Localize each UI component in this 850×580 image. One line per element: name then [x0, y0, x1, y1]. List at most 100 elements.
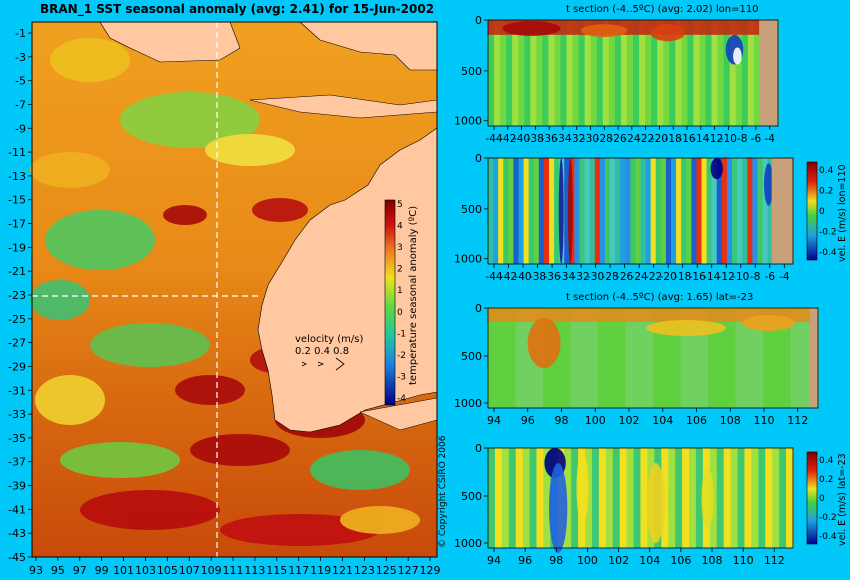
map-y-tick-label: -7: [15, 98, 26, 111]
section-x-tick-label: -38: [527, 133, 544, 145]
section-frame: [487, 157, 794, 265]
map-y-tick-label: -31: [8, 384, 26, 397]
map-y-tick-label: -39: [8, 480, 26, 493]
section-x-tick-label: -24: [623, 133, 640, 145]
map-x-tick-label: 107: [179, 564, 200, 577]
section-x-tick-label: -10: [732, 271, 749, 283]
map-x-tick-label: 103: [135, 564, 156, 577]
velocity-colorbar-tick-label: 0.2: [819, 187, 833, 197]
map-y-tick-label: -1: [15, 27, 26, 40]
section-seabed: [809, 308, 818, 408]
section-y-tick-label: 1000: [454, 397, 482, 410]
panel-temp-lon: 05001000-44-42-40-38-36-34-32-30-28-26-2…: [454, 14, 779, 145]
panel-vel-lon: 05001000-44-42-40-38-36-34-32-30-28-26-2…: [454, 152, 848, 283]
map-y-tick-label: -19: [8, 241, 26, 254]
section-x-tick-label: -22: [637, 133, 654, 145]
map-x-tick-label: 95: [51, 564, 65, 577]
section-x-tick-label: -42: [500, 271, 517, 283]
section-y-tick-label: 0: [475, 152, 482, 165]
map-y-tick-label: -35: [8, 432, 26, 445]
section-y-tick-label: 500: [461, 203, 482, 216]
velocity-colorbar: [806, 161, 818, 261]
sst-colorbar-tick-label: -2: [397, 351, 406, 361]
section-feature: [576, 453, 589, 523]
section-x-tick-label: -4: [764, 133, 775, 145]
section-x-tick-label: -32: [568, 133, 585, 145]
section-x-tick-label: -30: [587, 271, 604, 283]
sst-colorbar: [384, 199, 396, 406]
map-x-tick-label: 105: [157, 564, 178, 577]
map-x-tick-label: 117: [288, 564, 309, 577]
section-x-tick-label: -26: [609, 133, 626, 145]
section-feature: [710, 158, 723, 180]
section-x-tick-label: 110: [733, 554, 754, 567]
section-feature: [650, 24, 686, 42]
map-x-tick-label: 97: [73, 564, 87, 577]
section-x-tick-label: -6: [751, 133, 762, 145]
section-feature: [502, 21, 561, 36]
map-title: BRAN_1 SST seasonal anomaly (avg: 2.41) …: [40, 2, 435, 16]
section-frame: [487, 447, 794, 549]
section-x-tick-label: -36: [543, 271, 560, 283]
map-x-tick-label: 121: [332, 564, 353, 577]
velocity-colorbar-tick-label: -0.4: [819, 532, 837, 542]
map-y-tick-label: -17: [8, 218, 26, 231]
section-feature: [733, 47, 742, 65]
panel-temp-lon-subtitle: t section (-4..5ºC) (avg: 2.02) lon=110: [566, 4, 759, 15]
sst-colorbar-tick-label: 4: [397, 222, 403, 232]
section-x-tick-label: -4: [779, 271, 790, 283]
velocity-colorbar-label: vel. E (m/s) lat=-23: [837, 453, 848, 546]
section-x-tick-label: -16: [689, 271, 706, 283]
section-feature: [549, 463, 568, 553]
map-y-tick-label: -25: [8, 313, 26, 326]
section-x-tick-label: -28: [596, 133, 613, 145]
map-y-tick-label: -41: [8, 503, 26, 516]
sst-colorbar-tick-label: -1: [397, 329, 406, 339]
sst-colorbar-tick-label: 2: [397, 265, 403, 275]
map-y-tick-label: -13: [8, 170, 26, 183]
section-x-tick-label: 96: [521, 414, 535, 427]
section-x-tick-label: -14: [692, 133, 709, 145]
section-seabed: [759, 20, 778, 126]
section-x-tick-label: 102: [619, 414, 640, 427]
section-feature: [567, 158, 573, 264]
section-x-tick-label: -44: [485, 133, 502, 145]
map-y-tick-label: -9: [15, 122, 26, 135]
section-x-tick-label: -42: [499, 133, 516, 145]
velocity-colorbar: [806, 451, 818, 545]
section-x-tick-label: -38: [529, 271, 546, 283]
section-x-tick-label: 104: [639, 554, 660, 567]
map-y-tick-label: -5: [15, 75, 26, 88]
section-x-tick-label: -18: [665, 133, 682, 145]
section-x-tick-label: -34: [554, 133, 571, 145]
section-seabed: [771, 158, 793, 264]
map-x-tick-label: 93: [29, 564, 43, 577]
section-x-tick-label: -8: [737, 133, 747, 145]
map-y-tick-label: -23: [8, 289, 26, 302]
section-field: [488, 20, 779, 126]
section-x-tick-label: 98: [555, 414, 569, 427]
section-feature: [701, 468, 714, 528]
section-y-tick-label: 0: [475, 442, 482, 455]
section-field: [488, 158, 794, 264]
sst-colorbar-tick-label: 3: [397, 243, 403, 253]
map-x-tick-label: 111: [223, 564, 244, 577]
section-x-tick-label: 106: [686, 414, 707, 427]
section-y-tick-label: 1000: [454, 253, 482, 266]
map-x-tick-label: 127: [398, 564, 419, 577]
section-feature: [646, 320, 726, 336]
map-y-tick-label: -11: [8, 146, 26, 159]
section-x-tick-label: 110: [754, 414, 775, 427]
section-x-tick-label: 108: [720, 414, 741, 427]
section-x-tick-label: -40: [514, 271, 531, 283]
section-x-tick-label: -20: [660, 271, 677, 283]
section-x-tick-label: 94: [487, 554, 501, 567]
section-x-tick-label: 112: [764, 554, 785, 567]
section-surface-layer: [488, 20, 778, 35]
map-x-tick-label: 119: [310, 564, 331, 577]
map-x-tick-label: 109: [201, 564, 222, 577]
section-frame: [487, 307, 819, 409]
section-x-tick-label: -14: [703, 271, 720, 283]
section-surface-layer: [488, 308, 818, 322]
section-x-tick-label: 108: [702, 554, 723, 567]
